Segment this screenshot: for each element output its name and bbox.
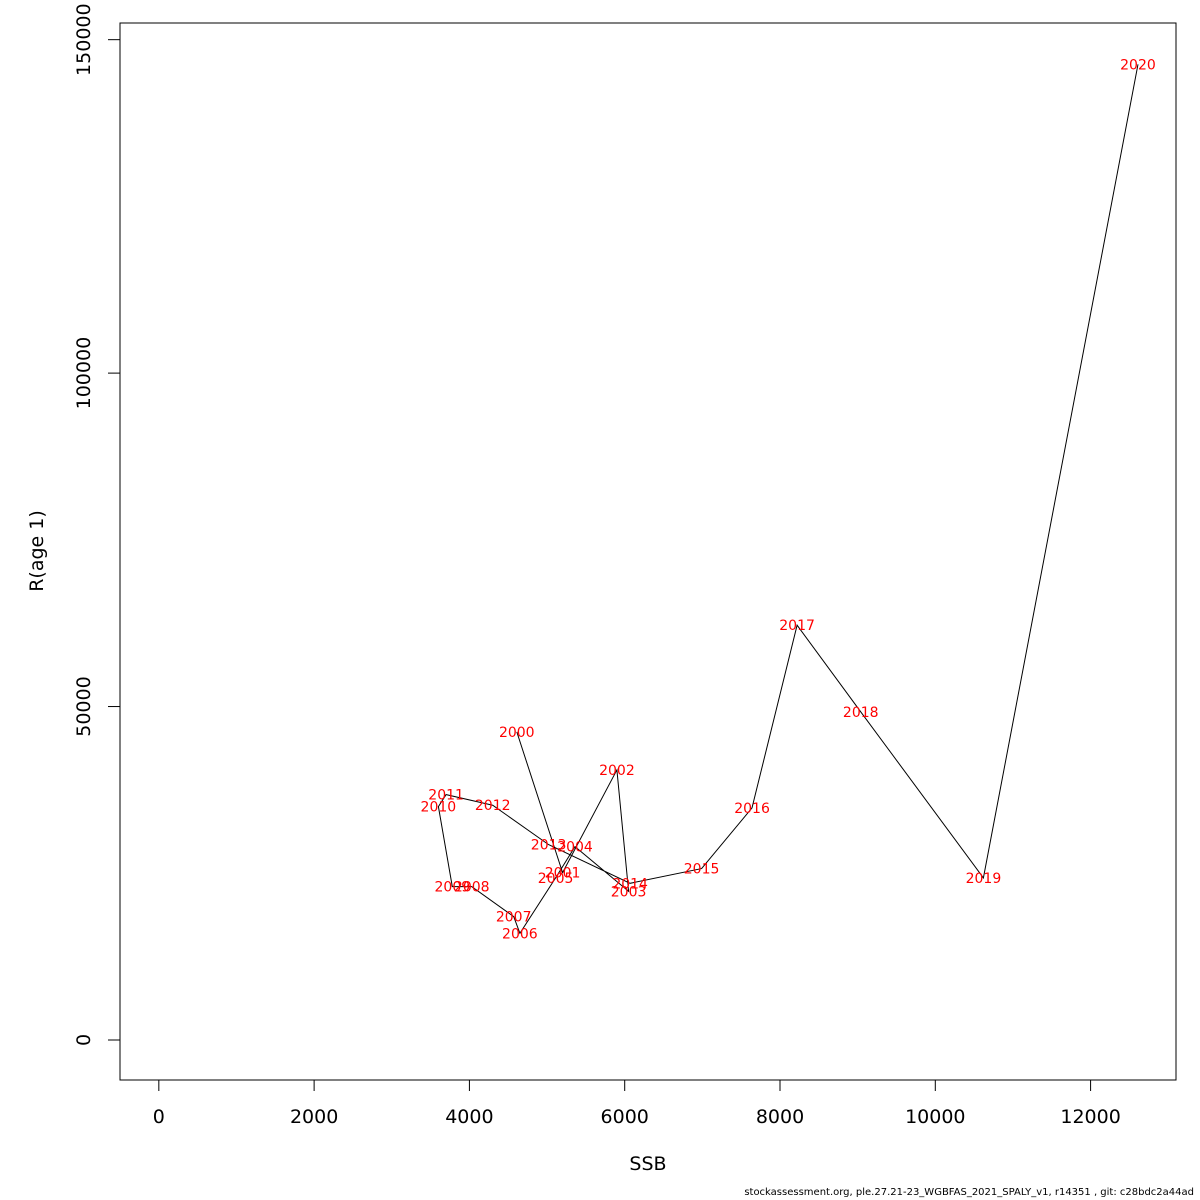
- x-tick-label: 8000: [756, 1106, 804, 1128]
- point-label: 2000: [499, 725, 535, 741]
- point-label: 2009: [435, 880, 471, 896]
- point-label: 2012: [475, 798, 511, 814]
- point-label: 2020: [1120, 57, 1156, 73]
- point-label: 2005: [538, 871, 574, 887]
- y-axis: 0 50000 100000 150000: [73, 3, 121, 1046]
- point-label: 2002: [599, 763, 635, 779]
- point-label: 2013: [531, 838, 567, 854]
- footer-credit: stockassessment.org, ple.27.21-23_WGBFAS…: [744, 1187, 1194, 1198]
- point-label: 2014: [612, 876, 648, 892]
- y-tick-label: 0: [73, 1034, 95, 1046]
- series-line: [437, 64, 1139, 935]
- y-tick-label: 150000: [73, 3, 95, 76]
- y-tick-label: 50000: [73, 676, 95, 736]
- x-tick-label: 4000: [445, 1106, 493, 1128]
- x-axis: 0 2000 4000 6000 8000 10000 12000: [153, 1079, 1121, 1128]
- point-label: 2008: [454, 880, 490, 896]
- point-label: 2018: [843, 705, 879, 721]
- x-tick-label: 0: [153, 1106, 165, 1128]
- point-label: 2011: [428, 788, 464, 804]
- point-label: 2001: [545, 866, 581, 882]
- point-label: 2016: [734, 801, 770, 817]
- point-label: 2017: [779, 618, 815, 634]
- y-axis-title: R(age 1): [26, 510, 48, 592]
- point-label: 2003: [611, 884, 647, 900]
- x-axis-title: SSB: [629, 1153, 666, 1175]
- x-tick-label: 12000: [1060, 1106, 1120, 1128]
- point-label: 2007: [496, 910, 532, 926]
- point-label: 2015: [684, 862, 720, 878]
- point-label: 2006: [502, 926, 538, 942]
- plot-frame: [119, 22, 1177, 1081]
- y-tick-label: 100000: [73, 337, 95, 410]
- point-label: 2010: [421, 800, 457, 816]
- x-tick-label: 2000: [290, 1106, 338, 1128]
- point-label: 2004: [557, 840, 593, 856]
- x-tick-label: 10000: [905, 1106, 965, 1128]
- x-tick-label: 6000: [601, 1106, 649, 1128]
- point-labels: 2000200120022003200420052006200720082009…: [421, 57, 1156, 942]
- point-label: 2019: [966, 871, 1002, 887]
